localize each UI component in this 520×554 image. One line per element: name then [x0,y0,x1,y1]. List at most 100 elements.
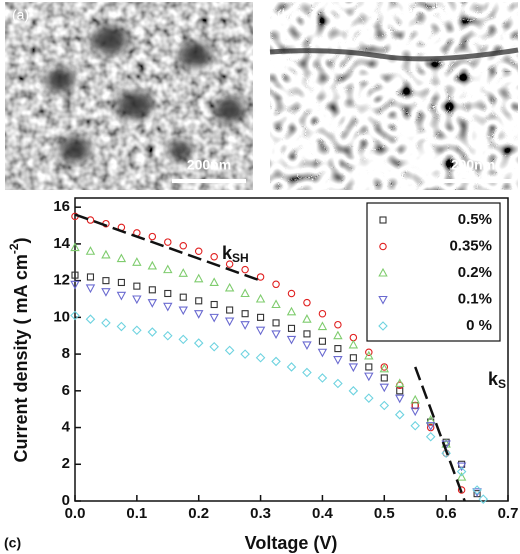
marker [85,246,96,255]
marker [349,354,357,362]
marker [224,345,235,356]
marker [379,383,390,393]
marker [380,374,388,382]
marker [194,247,203,256]
marker [271,356,281,367]
legend-box [366,202,501,342]
marker [210,253,218,261]
marker [396,387,404,395]
legend-label: 0.35% [449,237,492,254]
marker [302,314,312,323]
marker [272,319,280,327]
marker [178,306,188,316]
y-tick-label: 4 [62,419,71,436]
marker [70,280,80,290]
marker [255,293,266,303]
legend-label: 0.2% [458,264,492,281]
tangent-line [74,213,261,282]
panel-label: (b) [277,7,294,23]
marker [472,485,482,495]
legend-marker [379,242,387,251]
scale-bar-label: 200nm [451,157,495,173]
marker [379,400,390,411]
marker [102,277,110,285]
marker [193,338,204,348]
marker [179,293,187,301]
marker [147,327,158,337]
legend-marker [378,295,388,305]
annotation: kSH [222,243,249,265]
marker [456,466,467,477]
marker [456,462,467,472]
marker [193,310,204,319]
marker [179,241,188,250]
marker [225,260,234,268]
marker [334,345,342,353]
x-tick-label: 0.1 [126,505,147,522]
plot-frame [74,197,509,502]
marker [255,352,266,363]
y-tick-label: 12 [53,272,70,289]
marker [86,273,95,281]
marker [70,310,80,321]
marker [163,330,173,341]
marker [317,321,328,331]
marker [302,341,312,351]
marker [147,260,158,270]
marker [348,363,359,373]
marker [348,386,359,396]
marker [164,289,172,298]
x-tick-label: 0.5 [374,505,395,522]
marker [303,330,311,338]
marker [256,273,265,281]
marker [70,242,80,252]
marker [193,273,204,283]
marker [255,326,266,336]
marker [287,324,296,332]
marker [365,363,373,371]
marker [116,291,127,301]
marker [148,232,157,241]
legend-marker [378,267,388,277]
y-tick-label: 8 [62,345,70,362]
y-tick-label: 0 [62,492,70,509]
x-axis-label: Voltage (V) [245,533,338,553]
legend-label: 0.1% [458,290,492,307]
legend-label: 0 % [466,317,492,334]
marker [117,278,125,287]
marker [178,268,188,277]
marker [164,238,172,246]
marker [85,284,96,294]
marker [195,297,203,305]
marker [394,409,405,420]
panel-label: (c) [4,535,21,551]
marker [71,271,79,279]
marker [85,314,96,324]
marker [116,321,127,332]
marker [147,299,158,308]
marker [318,309,327,318]
marker [116,253,127,263]
marker [210,300,218,309]
marker [302,367,312,378]
sem-image-b: (b) 200nm [269,2,519,190]
x-tick-label: 0.0 [65,505,86,522]
marker [333,356,343,365]
marker [240,321,250,330]
marker [163,302,173,312]
marker [209,341,219,352]
marker [286,335,297,345]
marker [364,350,374,360]
marker [364,372,374,382]
x-tick-label: 0.3 [250,505,271,522]
marker [441,448,451,459]
marker [178,334,189,345]
legend-marker [378,321,388,331]
marker [272,280,280,289]
y-tick-label: 2 [62,455,70,472]
marker [240,288,250,298]
panel-label: (a) [12,7,29,23]
marker [132,295,142,305]
marker [410,394,420,404]
